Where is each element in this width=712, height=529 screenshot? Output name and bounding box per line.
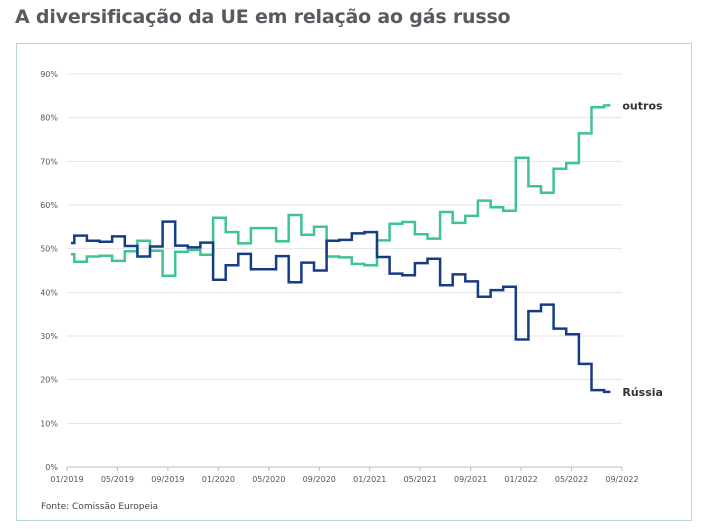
chart-frame	[16, 43, 692, 521]
y-tick-label: 50%	[40, 245, 58, 254]
x-tick-label: 09/2021	[454, 475, 487, 484]
series-line-russia	[71, 220, 611, 394]
y-tick-label: 20%	[40, 376, 58, 385]
y-tick-label: 10%	[40, 419, 58, 428]
source-note: Fonte: Comissão Europeia	[41, 502, 159, 512]
chart-title: A diversificação da UE em relação ao gás…	[15, 6, 511, 28]
series-lines	[71, 104, 611, 394]
x-tick-label: 05/2020	[252, 475, 285, 484]
x-tick-label: 09/2022	[605, 475, 638, 484]
y-tick-label: 30%	[40, 332, 58, 341]
y-tick-label: 90%	[40, 70, 58, 79]
y-tick-label: 80%	[40, 114, 58, 123]
series-line-outros	[71, 104, 611, 277]
x-tick-label: 05/2021	[404, 475, 437, 484]
series-label: outros	[622, 99, 663, 112]
x-tick-label: 01/2022	[504, 475, 537, 484]
x-tick-label: 09/2020	[303, 475, 336, 484]
axes	[66, 466, 623, 471]
x-tick-label: 01/2021	[353, 475, 386, 484]
x-tick-label: 09/2019	[151, 475, 184, 484]
x-tick-label: 05/2019	[101, 475, 134, 484]
x-tick-label: 01/2020	[202, 475, 235, 484]
y-tick-label: 70%	[40, 157, 58, 166]
x-axis-tick-labels: 01/2019 05/2019 09/2019 01/2020 05/2020 09/20…	[50, 475, 638, 484]
y-tick-label: 0%	[45, 463, 58, 472]
x-tick-label: 05/2022	[555, 475, 588, 484]
x-tick-label: 01/2019	[50, 475, 83, 484]
y-axis-tick-labels: 0% 10% 20% 30% 40% 50% 60% 70% 80% 90%	[40, 70, 58, 472]
series-label: Rússia	[622, 386, 663, 399]
series-labels: outros Rússia	[622, 99, 663, 398]
y-tick-label: 40%	[40, 288, 58, 297]
y-tick-label: 60%	[40, 201, 58, 210]
